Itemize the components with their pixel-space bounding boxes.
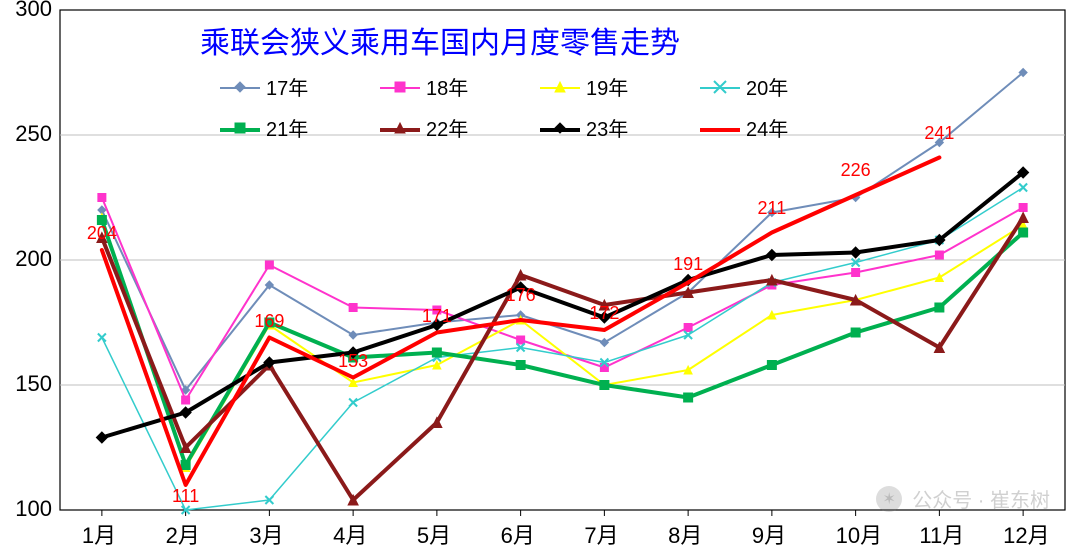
y-tick-label: 200	[15, 246, 52, 272]
legend-item: 17年	[220, 72, 340, 101]
legend-swatch	[380, 79, 420, 95]
legend-swatch	[540, 120, 580, 136]
legend-item: 19年	[540, 72, 660, 101]
legend-item: 24年	[700, 113, 820, 142]
legend-label: 21年	[266, 113, 308, 142]
legend-item: 22年	[380, 113, 500, 142]
y-tick-label: 150	[15, 371, 52, 397]
x-tick-label: 3月	[249, 518, 283, 550]
legend-swatch	[380, 120, 420, 136]
x-tick-label: 10月	[836, 518, 882, 550]
legend-swatch	[700, 120, 740, 136]
legend-swatch	[220, 79, 260, 95]
legend-label: 18年	[426, 72, 468, 101]
legend-item: 23年	[540, 113, 660, 142]
legend: 17年 18年 19年 20年 21年 22年 23年 24年	[220, 72, 860, 142]
x-tick-label: 5月	[417, 518, 451, 550]
x-tick-label: 1月	[82, 518, 116, 550]
legend-label: 22年	[426, 113, 468, 142]
legend-label: 17年	[266, 72, 308, 101]
x-tick-label: 4月	[333, 518, 367, 550]
legend-swatch	[540, 79, 580, 95]
legend-item: 18年	[380, 72, 500, 101]
legend-label: 24年	[746, 113, 788, 142]
x-tick-label: 6月	[501, 518, 535, 550]
legend-label: 19年	[586, 72, 628, 101]
legend-label: 20年	[746, 72, 788, 101]
x-tick-label: 7月	[584, 518, 618, 550]
y-tick-label: 250	[15, 121, 52, 147]
watermark: ✶ 公众号 · 崔东树	[876, 484, 1050, 513]
y-tick-label: 100	[15, 496, 52, 522]
legend-label: 23年	[586, 113, 628, 142]
chart-container: 乘联会狭义乘用车国内月度零售走势 17年 18年 19年 20年 21年 22年 23年 24…	[0, 0, 1080, 553]
y-tick-label: 300	[15, 0, 52, 22]
legend-item: 21年	[220, 113, 340, 142]
chart-title: 乘联会狭义乘用车国内月度零售走势	[200, 18, 680, 62]
legend-swatch	[220, 120, 260, 136]
legend-swatch	[700, 79, 740, 95]
x-tick-label: 9月	[752, 518, 786, 550]
x-tick-label: 8月	[668, 518, 702, 550]
x-tick-label: 2月	[166, 518, 200, 550]
legend-item: 20年	[700, 72, 820, 101]
wechat-icon: ✶	[876, 486, 902, 512]
watermark-text: 公众号 · 崔东树	[912, 484, 1050, 513]
x-tick-label: 11月	[919, 518, 964, 550]
x-tick-label: 12月	[1003, 518, 1049, 550]
